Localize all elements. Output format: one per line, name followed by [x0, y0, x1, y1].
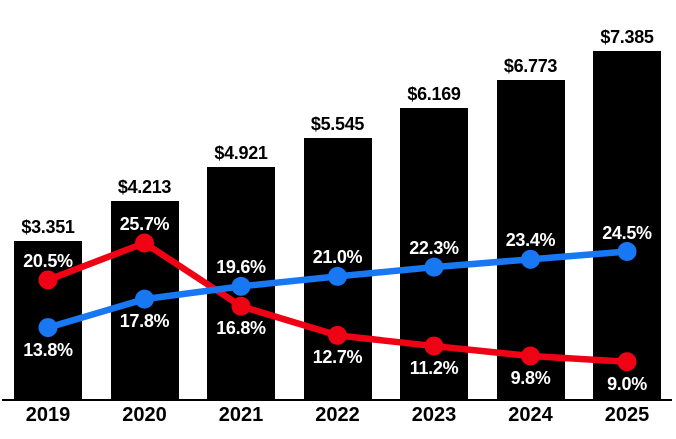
x-axis-label-2023: 2023	[411, 404, 457, 426]
red-percentage-line-label-2023: 11.2%	[409, 358, 459, 379]
blue-percentage-line-label-2024: 23.4%	[505, 230, 556, 251]
red-percentage-line-label-2025: 9.0%	[607, 373, 647, 394]
red-percentage-line-label-2022: 12.7%	[312, 347, 363, 368]
blue-percentage-line-label-2019: 13.8%	[23, 339, 73, 360]
red-percentage-line-label-2021: 16.8%	[216, 318, 266, 339]
red-percentage-line-label-2020: 25.7%	[119, 213, 170, 234]
blue-percentage-line-label-2023: 22.3%	[409, 238, 459, 259]
x-axis-label-2022: 2022	[315, 404, 360, 426]
red-percentage-line-label-2024: 9.8%	[510, 368, 551, 389]
x-axis-label-2025: 2025	[604, 404, 650, 426]
x-axis-line	[2, 399, 672, 401]
blue-percentage-line-label-2025: 24.5%	[602, 222, 652, 243]
bar-value-label-2019: $3.351	[21, 217, 75, 238]
bar-2021	[207, 167, 275, 399]
x-axis-label-2021: 2021	[218, 404, 264, 426]
x-axis-label-2024: 2024	[508, 404, 553, 426]
bar-value-label-2023: $6.169	[407, 84, 461, 105]
x-axis-label-2019: 2019	[25, 404, 71, 426]
bar-value-label-2024: $6.773	[503, 55, 558, 76]
bar-value-label-2021: $4.921	[214, 143, 268, 164]
blue-percentage-line-label-2022: 21.0%	[312, 247, 363, 268]
bar-value-label-2020: $4.213	[117, 176, 172, 197]
x-axis-label-2020: 2020	[122, 404, 167, 426]
blue-percentage-line-label-2021: 19.6%	[216, 257, 266, 278]
red-percentage-line-label-2019: 20.5%	[23, 250, 73, 271]
blue-percentage-line-label-2020: 17.8%	[119, 311, 170, 332]
bar-value-label-2022: $5.545	[310, 113, 365, 134]
bar-value-label-2025: $7.385	[600, 27, 654, 48]
